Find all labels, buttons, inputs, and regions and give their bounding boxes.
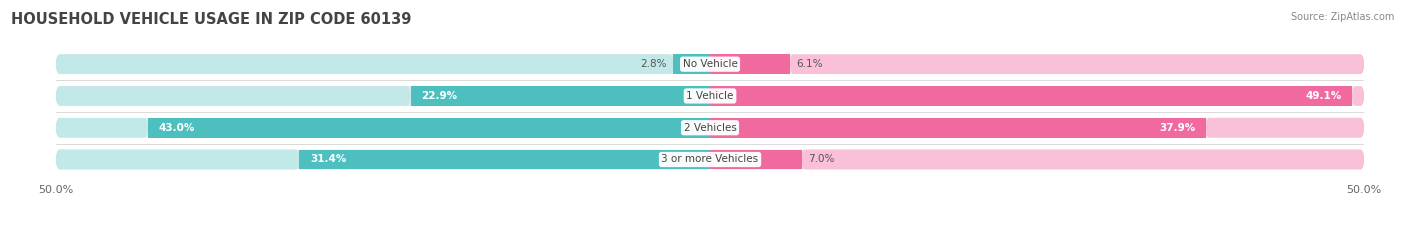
FancyBboxPatch shape: [56, 86, 1364, 106]
Bar: [710, 54, 790, 74]
Text: 2.8%: 2.8%: [640, 59, 666, 69]
Bar: [710, 150, 801, 169]
FancyBboxPatch shape: [1355, 86, 1364, 106]
Bar: [710, 118, 1205, 137]
Text: Source: ZipAtlas.com: Source: ZipAtlas.com: [1291, 12, 1395, 22]
Text: 6.1%: 6.1%: [796, 59, 823, 69]
Text: No Vehicle: No Vehicle: [682, 59, 738, 69]
FancyBboxPatch shape: [56, 118, 65, 137]
Text: 37.9%: 37.9%: [1159, 123, 1195, 133]
FancyBboxPatch shape: [56, 86, 411, 106]
FancyBboxPatch shape: [1355, 54, 1364, 74]
FancyBboxPatch shape: [1353, 86, 1364, 106]
FancyBboxPatch shape: [56, 54, 1364, 74]
Text: 31.4%: 31.4%: [309, 154, 346, 164]
FancyBboxPatch shape: [56, 150, 1364, 169]
Bar: [673, 54, 710, 74]
Bar: [299, 150, 710, 169]
FancyBboxPatch shape: [56, 86, 65, 106]
Bar: [411, 86, 710, 106]
Text: 2 Vehicles: 2 Vehicles: [683, 123, 737, 133]
Text: 3 or more Vehicles: 3 or more Vehicles: [661, 154, 759, 164]
Text: 7.0%: 7.0%: [808, 154, 835, 164]
FancyBboxPatch shape: [1355, 54, 1364, 74]
Bar: [710, 86, 1353, 106]
FancyBboxPatch shape: [1205, 118, 1364, 137]
Text: 1 Vehicle: 1 Vehicle: [686, 91, 734, 101]
Bar: [148, 118, 710, 137]
FancyBboxPatch shape: [1355, 118, 1364, 137]
Text: 49.1%: 49.1%: [1305, 91, 1341, 101]
FancyBboxPatch shape: [56, 118, 1364, 137]
FancyBboxPatch shape: [56, 150, 299, 169]
FancyBboxPatch shape: [56, 150, 65, 169]
FancyBboxPatch shape: [1355, 86, 1364, 106]
Text: HOUSEHOLD VEHICLE USAGE IN ZIP CODE 60139: HOUSEHOLD VEHICLE USAGE IN ZIP CODE 6013…: [11, 12, 412, 27]
FancyBboxPatch shape: [790, 54, 1364, 74]
FancyBboxPatch shape: [1355, 150, 1364, 169]
FancyBboxPatch shape: [56, 54, 673, 74]
FancyBboxPatch shape: [56, 118, 65, 137]
FancyBboxPatch shape: [56, 118, 148, 137]
FancyBboxPatch shape: [56, 150, 65, 169]
Text: 22.9%: 22.9%: [420, 91, 457, 101]
FancyBboxPatch shape: [1355, 118, 1364, 137]
FancyBboxPatch shape: [56, 54, 65, 74]
FancyBboxPatch shape: [56, 54, 65, 74]
FancyBboxPatch shape: [56, 86, 65, 106]
Text: 43.0%: 43.0%: [159, 123, 194, 133]
FancyBboxPatch shape: [801, 150, 1364, 169]
FancyBboxPatch shape: [1355, 150, 1364, 169]
